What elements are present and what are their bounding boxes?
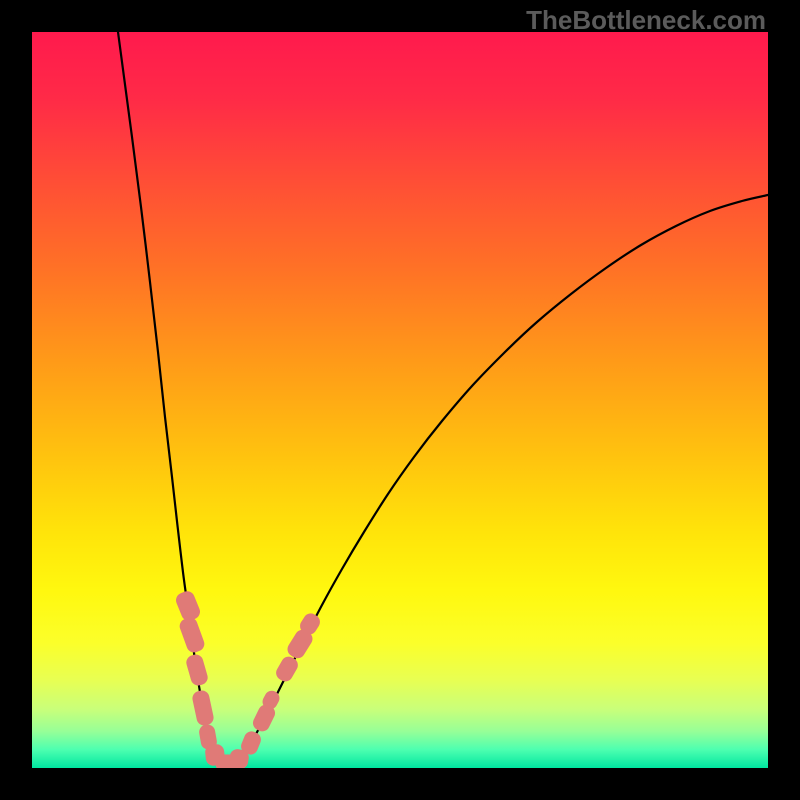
watermark-text: TheBottleneck.com — [526, 5, 766, 36]
plot-svg — [32, 32, 768, 768]
chart-frame: TheBottleneck.com — [0, 0, 800, 800]
gradient-background — [32, 32, 768, 768]
plot-area — [32, 32, 768, 768]
